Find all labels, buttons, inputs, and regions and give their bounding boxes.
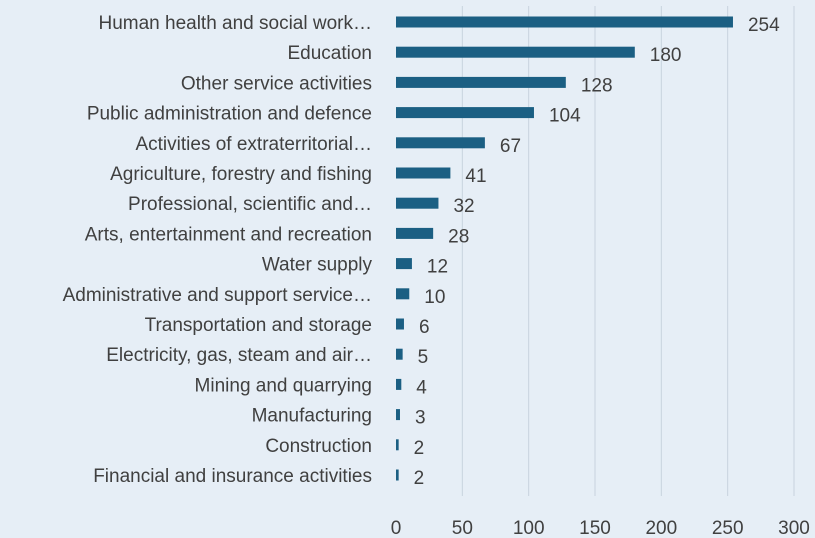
bar: [396, 469, 399, 481]
bar: [396, 409, 400, 421]
category-label: Professional, scientific and…: [128, 194, 372, 215]
category-label: Other service activities: [181, 73, 372, 94]
data-label: 104: [549, 106, 581, 127]
data-label: 180: [650, 45, 682, 66]
bar: [396, 197, 439, 209]
bar: [396, 439, 399, 451]
x-tick-label: 50: [452, 518, 473, 538]
category-label: Human health and social work…: [98, 13, 372, 34]
category-labels: Human health and social work… Education Ot…: [63, 13, 373, 487]
category-label: Activities of extraterritorial…: [135, 134, 372, 155]
category-label: Water supply: [262, 255, 373, 276]
bar: [396, 288, 410, 300]
data-label: 32: [453, 196, 474, 217]
data-label: 254: [748, 15, 780, 36]
data-label: 10: [424, 287, 445, 308]
data-label: 67: [500, 136, 521, 157]
bar: [396, 318, 404, 330]
bar: [396, 107, 534, 119]
data-label: 5: [418, 347, 429, 368]
data-label: 6: [419, 317, 430, 338]
data-label: 2: [414, 468, 425, 489]
category-label: Construction: [265, 436, 372, 457]
category-label: Manufacturing: [252, 406, 372, 427]
category-label: Transportation and storage: [145, 315, 372, 336]
category-label: Agriculture, forestry and fishing: [110, 164, 372, 185]
category-label: Mining and quarrying: [195, 375, 372, 396]
data-label: 128: [581, 75, 613, 96]
data-label: 4: [416, 377, 427, 398]
x-tick-label: 100: [513, 518, 545, 538]
category-label: Financial and insurance activities: [93, 466, 372, 487]
bar: [396, 137, 485, 149]
x-tick-label: 0: [391, 518, 402, 538]
x-tick-label: 300: [778, 518, 810, 538]
data-label: 28: [448, 226, 469, 247]
category-label: Arts, entertainment and recreation: [85, 224, 372, 245]
x-tick-label: 250: [712, 518, 744, 538]
data-label: 12: [427, 257, 448, 278]
bar: [396, 258, 412, 270]
bars: [396, 16, 733, 481]
data-label: 3: [415, 408, 426, 429]
category-label: Education: [287, 43, 372, 64]
bar: [396, 16, 733, 28]
data-label: 2: [414, 438, 425, 459]
x-tick-label: 200: [645, 518, 677, 538]
bar: [396, 378, 402, 390]
data-label: 41: [465, 166, 486, 187]
x-tick-label: 150: [579, 518, 611, 538]
bar: [396, 46, 635, 58]
category-label: Public administration and defence: [87, 104, 372, 125]
x-axis-tick-labels: 0 50 100 150 200 250 300: [391, 518, 810, 538]
bar: [396, 227, 434, 239]
category-label: Electricity, gas, steam and air…: [106, 345, 372, 366]
bar: [396, 348, 403, 360]
bar: [396, 167, 451, 179]
bar: [396, 76, 566, 88]
category-label: Administrative and support service…: [63, 285, 372, 306]
